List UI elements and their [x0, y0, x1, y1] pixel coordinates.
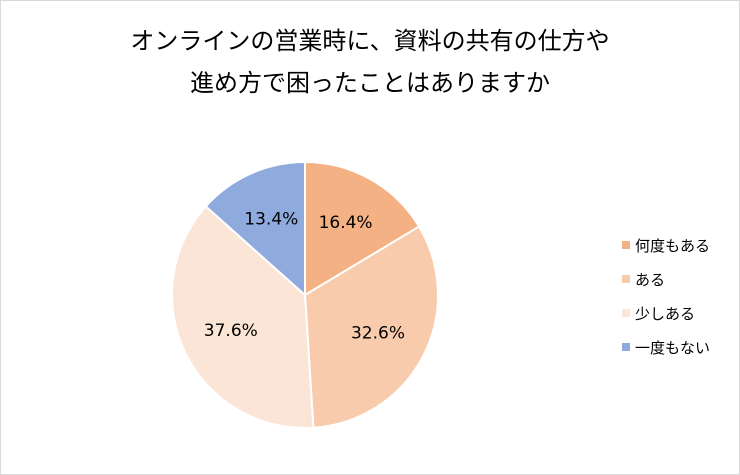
legend-swatch-somewhat — [622, 309, 630, 317]
legend-label-never: 一度もない — [635, 338, 711, 357]
legend-item-somewhat: 少しある — [622, 296, 737, 330]
data-label-yes: 32.6% — [351, 323, 405, 343]
legend-item-never: 一度もない — [622, 330, 737, 364]
chart-title-line-1: オンラインの営業時に、資料の共有の仕方や — [130, 27, 610, 55]
legend-label-frequently: 何度もある — [635, 236, 711, 255]
chart-title: オンラインの営業時に、資料の共有の仕方や 進め方で困ったことはありますか — [0, 20, 740, 104]
legend-label-somewhat: 少しある — [635, 304, 696, 323]
legend-item-yes: ある — [622, 262, 737, 296]
legend-item-frequently: 何度もある — [622, 228, 737, 262]
pie-slice-somewhat — [171, 205, 315, 429]
chart-title-line-2: 進め方で困ったことはありますか — [190, 69, 550, 97]
legend-swatch-yes — [622, 275, 630, 283]
data-label-never: 13.4% — [244, 210, 298, 230]
legend-label-yes: ある — [635, 270, 666, 289]
legend-swatch-never — [622, 343, 630, 351]
pie-slice-frequently — [304, 160, 421, 297]
pie-slice-never — [204, 160, 306, 298]
data-label-frequently: 16.4% — [319, 213, 373, 233]
pie-slice-yes — [303, 225, 439, 429]
data-label-somewhat: 37.6% — [204, 321, 258, 341]
legend-swatch-frequently — [622, 241, 630, 249]
chart-legend: 何度もある ある 少しある 一度もない — [622, 228, 737, 364]
